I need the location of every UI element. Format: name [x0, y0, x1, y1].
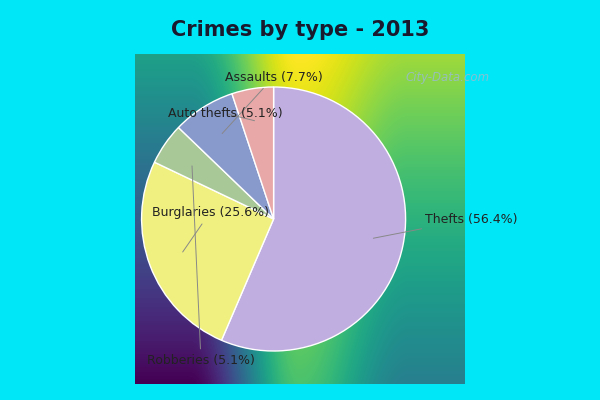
- Wedge shape: [232, 87, 274, 219]
- Text: Crimes by type - 2013: Crimes by type - 2013: [171, 20, 429, 40]
- Text: Assaults (7.7%): Assaults (7.7%): [222, 70, 322, 134]
- Text: Robberies (5.1%): Robberies (5.1%): [147, 166, 255, 367]
- Text: Burglaries (25.6%): Burglaries (25.6%): [152, 206, 269, 252]
- Text: Auto thefts (5.1%): Auto thefts (5.1%): [168, 107, 283, 121]
- Wedge shape: [178, 94, 274, 219]
- Wedge shape: [221, 87, 406, 351]
- Text: Thefts (56.4%): Thefts (56.4%): [373, 212, 518, 238]
- Wedge shape: [154, 128, 274, 219]
- Text: City-Data.com: City-Data.com: [406, 70, 490, 84]
- Wedge shape: [142, 162, 274, 340]
